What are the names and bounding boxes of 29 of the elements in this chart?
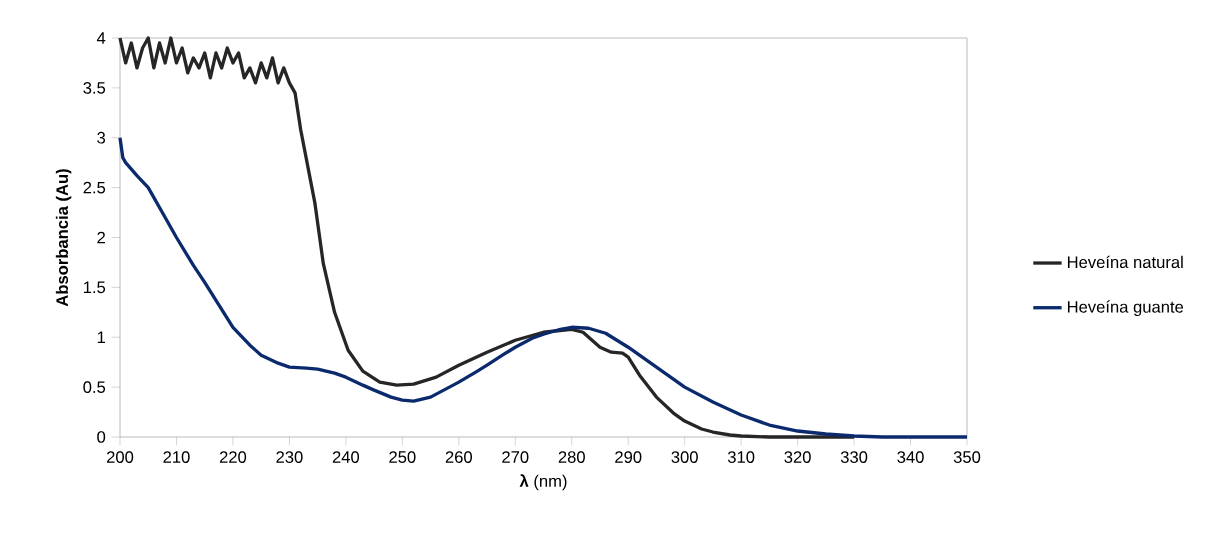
y-tick-label: 3.5 — [83, 82, 106, 94]
x-tick-label: 350 — [953, 451, 981, 463]
y-tick-label: 2 — [97, 231, 105, 244]
legend-label: Heveína natural — [1067, 255, 1183, 269]
x-tick-label: 210 — [163, 451, 190, 463]
x-tick-label: 200 — [106, 451, 134, 463]
x-tick-label: 260 — [445, 451, 473, 463]
y-tick-label: 0 — [97, 431, 106, 443]
x-tick-label: 290 — [615, 451, 642, 463]
y-tick-label: 2.5 — [83, 181, 106, 194]
x-tick-label: 240 — [332, 451, 360, 463]
y-tick-label: 1.5 — [83, 281, 106, 294]
y-tick-label: 3 — [97, 131, 106, 144]
x-axis-title: λ (nm) — [519, 474, 567, 491]
x-tick-label: 280 — [558, 451, 585, 463]
x-tick-label: 230 — [276, 451, 303, 463]
x-tick-label: 270 — [502, 451, 529, 463]
y-axis-title: Absorbancia (Au) — [55, 169, 72, 307]
y-tick-label: 4 — [96, 32, 106, 44]
x-tick-label: 320 — [784, 451, 811, 463]
x-tick-label: 330 — [840, 451, 868, 463]
legend-label: Heveína guante — [1067, 300, 1184, 317]
x-tick-label: 340 — [897, 451, 924, 463]
y-tick-label: 0.5 — [83, 381, 106, 393]
x-tick-label: 310 — [727, 451, 755, 463]
x-tick-label: 300 — [671, 451, 698, 463]
x-tick-label: 220 — [219, 451, 247, 463]
y-tick-label: 1 — [97, 331, 105, 343]
x-tick-label: 250 — [389, 451, 416, 463]
